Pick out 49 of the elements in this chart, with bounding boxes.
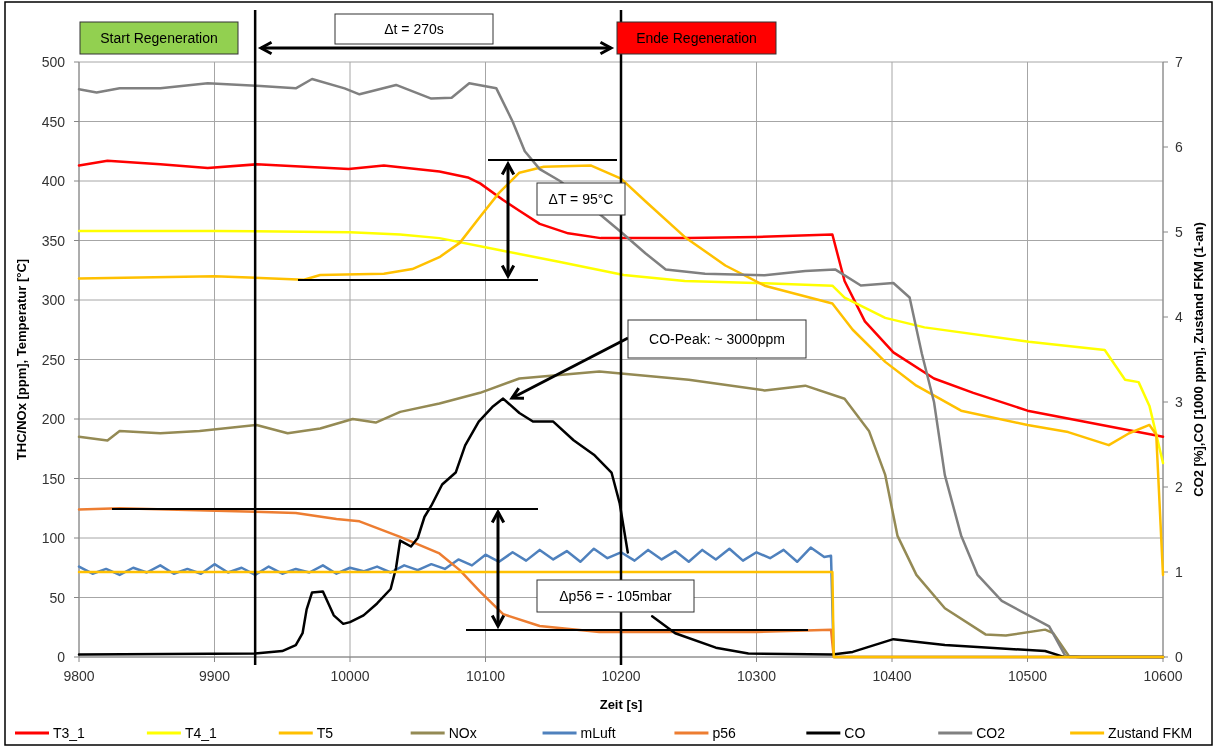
legend-label: CO2 [976, 725, 1006, 741]
y2-tick-label: 1 [1175, 564, 1183, 580]
y2-tick-label: 7 [1175, 54, 1183, 70]
x-axis-title: Zeit [s] [599, 697, 643, 712]
x-tick-label: 10300 [737, 668, 777, 684]
x-tick-label: 10000 [330, 668, 370, 684]
x-tick-label: 10600 [1143, 668, 1183, 684]
y-tick-label: 300 [41, 292, 66, 308]
x-tick-label: 10200 [601, 668, 641, 684]
annotation: ΔT = 95°C [548, 191, 614, 207]
y2-tick-label: 2 [1175, 479, 1183, 495]
y-tick-label: 0 [57, 649, 66, 665]
y-tick-label: 250 [41, 351, 66, 368]
y2-tick-label: 3 [1175, 394, 1183, 410]
text: Δt = 270s [384, 21, 444, 37]
y-axis-title: THC/NOx [ppm], Temperatur [°C] [14, 258, 29, 461]
legend-label: mLuft [580, 725, 616, 741]
y-tick-label: 100 [41, 530, 66, 546]
y-tick-label: 400 [41, 173, 66, 189]
y2-tick-label: 6 [1175, 139, 1183, 155]
line-series [77, 164, 1165, 577]
y-tick-label: 150 [41, 470, 66, 487]
annotation: CO-Peak: ~ 3000ppm [649, 331, 785, 347]
x-tick-label: 9900 [198, 668, 231, 684]
x-tick-label: 10100 [466, 668, 506, 684]
y2-tick-label: 5 [1175, 224, 1183, 240]
y2-axis-title: CO2 [%],CO [1000 ppm], Zustand FKM (1-an) [1191, 222, 1206, 497]
y-tick-label: 200 [41, 411, 66, 427]
line-series [77, 159, 1165, 439]
line-series [77, 229, 1165, 465]
x-tick-label: 10500 [1008, 668, 1048, 684]
text: Ende Regeneration [636, 30, 757, 46]
y-tick-label: 350 [41, 232, 66, 249]
y2-tick-label: 0 [1175, 649, 1183, 665]
legend-label: T3_1 [53, 725, 86, 741]
legend-label: T4_1 [184, 725, 218, 741]
y-tick-label: 50 [49, 589, 66, 606]
legend-label: NOx [448, 725, 477, 741]
y2-tick-label: 4 [1175, 309, 1183, 325]
x-tick-label: 10400 [872, 668, 912, 684]
legend-label: T5 [316, 725, 334, 741]
x-tick-label: 9800 [63, 668, 95, 684]
legend-label: Zustand FKM [1108, 725, 1193, 741]
y-tick-label: 500 [41, 54, 66, 70]
text: Start Regeneration [100, 30, 218, 46]
y-tick-label: 450 [41, 113, 66, 130]
legend-label: CO [844, 725, 866, 741]
legend-label: p56 [712, 725, 737, 741]
annotation: Δp56 = - 105mbar [559, 588, 673, 604]
